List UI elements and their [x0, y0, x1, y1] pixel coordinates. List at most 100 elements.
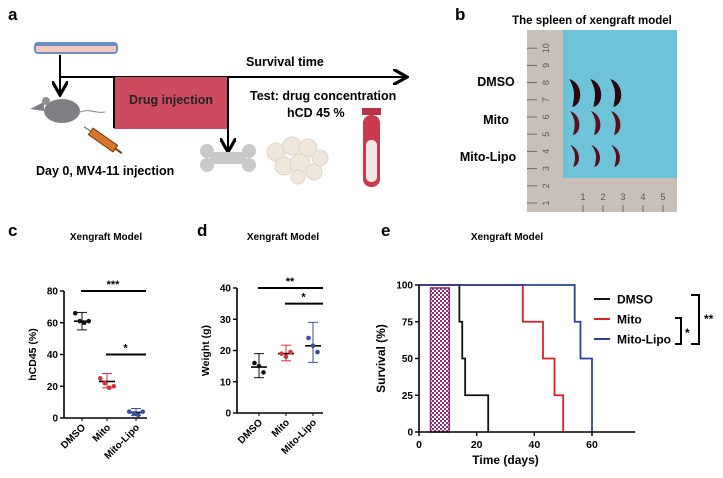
data-point: [131, 410, 137, 416]
survival-curve-dmso: [419, 284, 490, 432]
y-tick-label: 60: [47, 318, 59, 329]
y-tick-label: 10: [220, 377, 232, 388]
y-tick-label: 20: [220, 346, 232, 357]
data-point: [252, 360, 257, 366]
day0-label: Day 0, MV4-11 injection: [36, 164, 174, 178]
spleen: [569, 79, 581, 107]
ruler-mark: 8: [541, 80, 551, 85]
data-point: [72, 310, 78, 316]
data-point: [102, 380, 108, 386]
panel-label-b: b: [455, 5, 465, 24]
data-point: [111, 383, 117, 389]
row-label-mito: Mito: [483, 113, 509, 127]
survival-curve-mito: [419, 284, 565, 432]
legend-label: Mito: [617, 313, 642, 327]
ruler-mark: 9: [541, 63, 551, 68]
panel-label-d: d: [197, 221, 207, 240]
data-point: [126, 409, 132, 414]
panel-b-title: The spleen of xengraft model: [512, 15, 672, 27]
data-point: [306, 335, 311, 341]
x-tick-label: 20: [471, 439, 483, 451]
petri-dish-icon: [34, 42, 118, 54]
ruler-mark: 1: [580, 192, 585, 202]
data-point: [256, 363, 262, 369]
test-sub-label: hCD 45 %: [287, 106, 345, 120]
spleen: [611, 145, 621, 167]
x-tick-label: Mito: [91, 422, 113, 444]
data-point: [81, 320, 87, 326]
ruler-mark: 1: [541, 200, 551, 205]
ruler-mark: 10: [541, 43, 551, 53]
significance-label: ***: [107, 279, 121, 291]
blue-cloth: [563, 30, 677, 178]
y-tick-label: 80: [47, 287, 59, 298]
y-axis-label: Weight (g): [200, 325, 212, 376]
significance-label: *: [301, 292, 306, 304]
x-tick-label: 40: [528, 439, 540, 451]
x-tick-label: 60: [586, 439, 598, 451]
significance-label: *: [123, 343, 128, 355]
data-point: [140, 409, 146, 414]
drug-injection-label: Drug injection: [129, 93, 213, 107]
blood-tube-icon: [362, 108, 381, 187]
spleen: [590, 79, 602, 107]
ruler-horizontal: 1 2 3 4 5: [580, 192, 666, 212]
row-label-mito-lipo: Mito-Lipo: [460, 150, 517, 164]
data-point: [106, 385, 112, 391]
ruler-mark: 3: [620, 192, 625, 202]
treatment-window: [429, 287, 451, 433]
legend-label: Mito-Lipo: [617, 333, 671, 347]
x-tick-label: DMSO: [236, 417, 265, 446]
drug-injection-box: [114, 77, 228, 129]
y-tick-label: 20: [47, 382, 59, 393]
data-point: [283, 354, 289, 360]
data-point: [288, 349, 293, 355]
test-label: Test: drug concentration: [250, 89, 396, 103]
y-tick-label: 0: [52, 414, 58, 425]
data-point: [315, 349, 320, 355]
x-tick-label: Mito: [270, 417, 292, 439]
ruler-mark: 4: [640, 192, 645, 202]
x-axis-label: Time (days): [472, 453, 538, 467]
y-tick-label: 40: [220, 284, 232, 295]
panel-label-e: e: [381, 221, 390, 240]
y-tick-label: 30: [220, 315, 232, 326]
ruler-mark: 3: [541, 166, 551, 171]
timeline-label: Survival time: [246, 55, 324, 69]
data-point: [261, 370, 266, 375]
y-tick-label: 50: [402, 354, 414, 365]
spleen: [611, 111, 621, 135]
y-tick-label: 40: [47, 350, 59, 361]
spleen: [570, 145, 580, 167]
y-tick-label: 25: [402, 391, 414, 402]
row-label-dmso: DMSO: [477, 75, 515, 89]
y-axis-label: Survival (%): [374, 324, 388, 393]
ruler-mark: 5: [660, 192, 665, 202]
significance-bracket: [691, 294, 700, 345]
ruler-mark: 7: [541, 97, 551, 102]
legend-label: DMSO: [617, 293, 653, 307]
cells-icon: [266, 136, 329, 185]
panel-b-photo: b The spleen of xengraft model 1 2 3 4 5 6 7 8 9…: [455, 5, 677, 212]
chart-survival: DMSO Mito Mito-Lipo 0 25 50 75 100 0 20 40 60 Time (…: [374, 281, 714, 468]
ruler-mark: 2: [600, 192, 605, 202]
y-tick-label: 0: [407, 428, 413, 439]
data-point: [97, 376, 103, 381]
spleen: [610, 79, 622, 107]
spleen-samples: [569, 79, 622, 167]
significance-label: **: [286, 276, 295, 288]
data-point: [77, 318, 83, 324]
significance-bracket: [675, 317, 682, 345]
data-point: [135, 412, 141, 418]
y-axis-label: hCD45 (%): [27, 328, 39, 381]
mouse-icon: [30, 97, 106, 123]
ruler-mark: 5: [541, 132, 551, 137]
spleen: [591, 145, 601, 167]
panel-label-c: c: [8, 221, 17, 240]
ruler-vertical: 1 2 3 4 5 6 7 8 9 10: [527, 43, 551, 206]
ruler-mark: 2: [541, 183, 551, 188]
syringe-icon: [83, 126, 123, 155]
significance-label: **: [704, 312, 714, 326]
